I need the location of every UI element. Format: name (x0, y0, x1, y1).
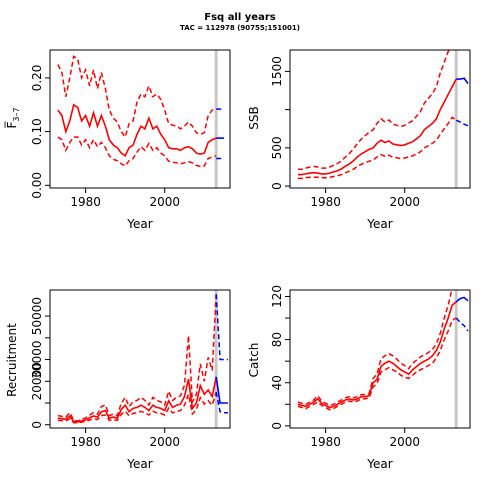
fbar-x-tick-label: 1980 (70, 195, 101, 209)
fbar-panel: Year F̅3–7 1980 2000 0.00 0.10 0.20 (4, 49, 231, 231)
ssb-x-tick-label: 1980 (310, 195, 341, 209)
recruitment-x-tick-label: 2000 (149, 435, 180, 449)
catch-history-lower-line (297, 317, 457, 411)
catch-forecast-lower-line (455, 317, 469, 332)
recruitment-y-tick-label: 30000 (30, 340, 44, 378)
catch-x-axis-label: Year (366, 457, 392, 471)
recruitment-frame (49, 289, 231, 429)
recruitment-history-lower-line (57, 391, 217, 424)
recruitment-y-axis-label: Recruitment (5, 323, 19, 397)
fbar-y-tick-label: 0.10 (30, 118, 44, 145)
ssb-forecast-lower-line (455, 119, 469, 127)
fbar-history-median-line (57, 103, 217, 157)
ssb-y-axis-label: SSB (247, 106, 261, 129)
recruitment-x-tick-label: 1980 (70, 435, 101, 449)
catch-forecast-median-line (455, 296, 469, 303)
ssb-forecast-median-line (456, 77, 469, 85)
fbar-y-tick-label: 0.00 (30, 172, 44, 199)
figure-subtitle: TAC = 112978 (90755;151001) (180, 24, 300, 32)
recruitment-x-axis-label: Year (126, 457, 152, 471)
recruitment-y-tick-label: 20000 (30, 362, 44, 400)
recruitment-y-tick-label: 0 (30, 421, 44, 429)
ssb-panel: Year SSB 1980 2000 0 500 1500 (247, 49, 471, 231)
catch-forecast-upper-line (456, 284, 468, 286)
recruitment-history-median-line (57, 376, 217, 423)
catch-x-tick-label: 1980 (310, 435, 341, 449)
ssb-plot-area (297, 50, 469, 188)
catch-history-upper-line (297, 290, 453, 407)
catch-panel: Year Catch 1980 2000 0 40 80 120 (247, 284, 471, 471)
fbar-x-tick-label: 2000 (149, 195, 180, 209)
ssb-x-tick-label: 2000 (389, 195, 420, 209)
catch-y-tick-label: 120 (270, 285, 284, 308)
recruitment-forecast-lower-line (215, 391, 228, 414)
ssb-y-tick-label: 500 (270, 136, 284, 159)
catch-frame (289, 289, 471, 429)
recruitment-y-tick-label: 50000 (30, 297, 44, 335)
ssb-history-lower-line (297, 116, 457, 180)
fbar-plot-area (57, 50, 225, 188)
recruitment-forecast-upper-line (215, 294, 228, 361)
fbar-history-lower-line (57, 136, 217, 168)
fbar-y-axis-label-sub: 3–7 (12, 107, 21, 121)
ssb-y-tick-label: 0 (270, 182, 284, 190)
catch-y-axis-label: Catch (247, 343, 261, 378)
catch-y-tick-label: 40 (270, 375, 284, 390)
catch-plot-area (297, 284, 469, 428)
catch-y-tick-label: 0 (270, 422, 284, 430)
catch-y-tick-label: 80 (270, 332, 284, 347)
recruitment-forecast-median-line (215, 376, 228, 404)
fbar-frame (49, 49, 231, 189)
figure-title: Fsq all years (204, 12, 275, 23)
ssb-y-tick-label: 1500 (270, 56, 284, 87)
catch-history-median-line (297, 301, 457, 409)
fbar-history-upper-line (57, 55, 217, 139)
ssb-x-axis-label: Year (366, 217, 392, 231)
recruitment-plot-area (57, 290, 228, 428)
recruitment-history-upper-line (57, 294, 217, 422)
fbar-x-axis-label: Year (126, 217, 152, 231)
fbar-y-axis-label: F̅3–7 (4, 107, 21, 128)
ssb-history-upper-line (297, 50, 452, 171)
fbar-y-tick-label: 0.20 (30, 65, 44, 92)
fbar-y-axis-label-main: F̅ (4, 121, 19, 129)
ssb-frame (289, 49, 471, 189)
catch-x-tick-label: 2000 (389, 435, 420, 449)
recruitment-panel: Year Recruitment 1980 2000020000300005000… (5, 289, 231, 471)
ssb-history-median-line (297, 78, 457, 176)
